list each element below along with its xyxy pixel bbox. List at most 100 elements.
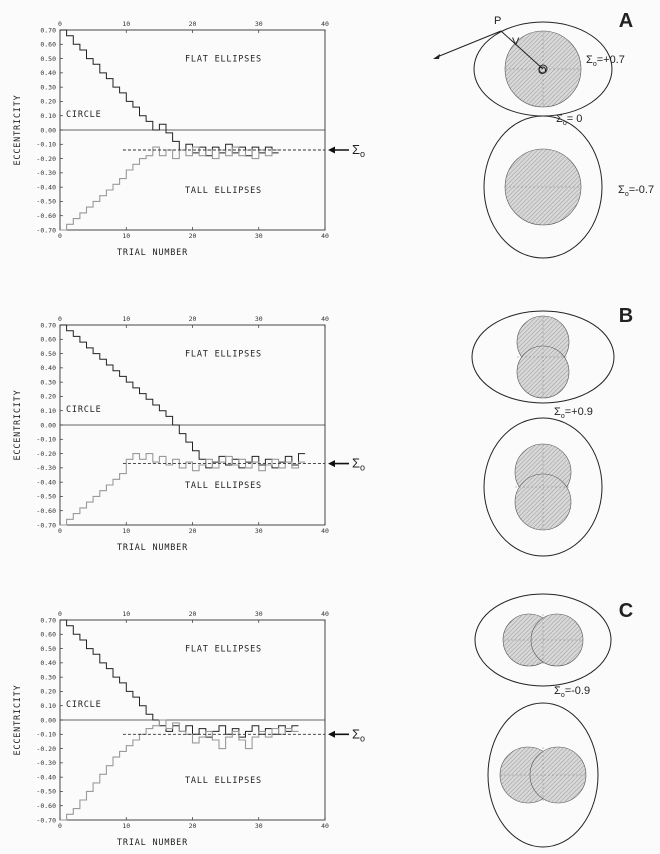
y-tick-label: 0.00 <box>40 421 56 429</box>
vector-po <box>500 30 544 70</box>
y-axis-label: ECCENTRICITY <box>13 94 23 165</box>
y-tick-label: -0.20 <box>36 155 56 163</box>
x-tick-label-bottom: 10 <box>122 822 130 830</box>
x-tick-label-top: 0 <box>58 315 62 323</box>
x-tick-label-top: 10 <box>122 315 130 323</box>
peanut-horizontal <box>499 746 587 804</box>
x-tick-label-bottom: 20 <box>189 822 197 830</box>
x-tick-label-bottom: 0 <box>58 822 62 830</box>
y-tick-label: -0.60 <box>36 507 56 515</box>
y-tick-label: 0.70 <box>40 321 56 329</box>
y-tick-label: 0.30 <box>40 673 56 681</box>
series-dark-staircase <box>60 324 306 469</box>
x-tick-label-top: 30 <box>255 315 263 323</box>
y-tick-label: -0.10 <box>36 731 56 739</box>
circle-label: CIRCLE <box>66 405 102 415</box>
y-tick-label: 0.40 <box>40 69 56 77</box>
point-o-marker <box>538 64 548 74</box>
x-tick-label-bottom: 20 <box>189 232 197 240</box>
sigma-mid-label: Σo=+0.9 <box>554 406 593 420</box>
x-tick-label-top: 10 <box>122 610 130 618</box>
panel-letter-a: A <box>619 10 633 32</box>
x-tick-label-top: 40 <box>321 315 329 323</box>
panel-letter-c: C <box>619 600 633 622</box>
flat-ellipses-label: FLAT ELLIPSES <box>185 349 262 359</box>
y-tick-label: 0.60 <box>40 631 56 639</box>
tall-ellipses-label: TALL ELLIPSES <box>185 776 262 786</box>
y-tick-label: 0.10 <box>40 407 56 415</box>
x-tick-label-top: 20 <box>189 20 197 28</box>
point-o-label: O <box>538 65 547 77</box>
y-tick-label: -0.10 <box>36 141 56 149</box>
x-tick-label-top: 30 <box>255 610 263 618</box>
x-tick-label-bottom: 20 <box>189 527 197 535</box>
y-tick-label: -0.60 <box>36 212 56 220</box>
x-tick-label-top: 20 <box>189 610 197 618</box>
y-tick-label: -0.40 <box>36 773 56 781</box>
y-tick-label: -0.30 <box>36 169 56 177</box>
y-tick-label: 0.00 <box>40 126 56 134</box>
x-tick-label-top: 30 <box>255 20 263 28</box>
peanut-vertical <box>514 443 572 531</box>
y-tick-label: 0.30 <box>40 83 56 91</box>
chart-panel-a: 0 0 10 10 20 20 30 30 40 40 0.70 0.60 0.50 0.40 0.30 0.… <box>13 20 365 258</box>
sigma-bottom-label: Σo=-0.7 <box>618 184 654 198</box>
y-tick-label: -0.70 <box>36 521 56 529</box>
tall-ellipses-label: TALL ELLIPSES <box>185 186 262 196</box>
charts-layer: 0 0 10 10 20 20 30 30 40 40 0.70 0.60 0.50 0.40 0.30 0.… <box>13 20 365 848</box>
sigma-arrow-head <box>328 460 335 468</box>
outer-flat-ellipse <box>471 310 615 404</box>
y-tick-label: 0.20 <box>40 393 56 401</box>
diagrams-layer: A PV O Σo=+0.7 Σo= 0 Σo=-0.7 B Σo=+0.9 C Σo=-0.9 <box>433 10 654 848</box>
vector-outward <box>436 30 502 58</box>
sigma-arrow-head <box>328 146 335 154</box>
x-tick-label-top: 20 <box>189 315 197 323</box>
y-tick-label: -0.30 <box>36 759 56 767</box>
sigma-label: Σo <box>352 142 365 159</box>
y-tick-label: 0.70 <box>40 26 56 34</box>
flat-ellipses-label: FLAT ELLIPSES <box>185 644 262 654</box>
diagram-panel-c: C Σo=-0.9 <box>474 593 633 848</box>
y-tick-label: -0.30 <box>36 464 56 472</box>
x-tick-label-top: 0 <box>58 20 62 28</box>
point-p-label: P <box>494 15 501 27</box>
x-tick-label-bottom: 30 <box>255 822 263 830</box>
y-tick-label: -0.70 <box>36 226 56 234</box>
diagram-panel-b: B Σo=+0.9 <box>471 305 633 557</box>
y-tick-label: -0.20 <box>36 450 56 458</box>
panel-letter-b: B <box>619 305 633 327</box>
sigma-label: Σo <box>352 456 365 473</box>
x-tick-label-bottom: 40 <box>321 232 329 240</box>
x-tick-label-bottom: 0 <box>58 527 62 535</box>
y-tick-label: 0.40 <box>40 659 56 667</box>
outer-tall-ellipse <box>483 417 603 557</box>
x-axis-label: TRIAL NUMBER <box>117 543 188 553</box>
y-tick-label: 0.70 <box>40 616 56 624</box>
sigma-label: Σo <box>352 726 365 743</box>
y-tick-label: -0.70 <box>36 816 56 824</box>
sigma-arrow-head <box>328 730 335 738</box>
y-tick-label: 0.20 <box>40 688 56 696</box>
y-tick-label: 0.10 <box>40 702 56 710</box>
y-tick-label: 0.50 <box>40 350 56 358</box>
y-tick-label: 0.30 <box>40 378 56 386</box>
circle-label: CIRCLE <box>66 110 102 120</box>
x-tick-label-bottom: 10 <box>122 527 130 535</box>
outer-tall-ellipse <box>487 702 599 848</box>
x-tick-label-bottom: 40 <box>321 527 329 535</box>
y-tick-label: 0.10 <box>40 112 56 120</box>
x-tick-label-top: 40 <box>321 20 329 28</box>
y-axis-label: ECCENTRICITY <box>13 389 23 460</box>
x-tick-label-top: 10 <box>122 20 130 28</box>
y-tick-label: -0.50 <box>36 788 56 796</box>
diagram-panel-a: A PV O Σo=+0.7 Σo= 0 Σo=-0.7 <box>433 10 654 259</box>
sigma-mid-label: Σo=-0.9 <box>554 685 590 699</box>
x-axis-label: TRIAL NUMBER <box>117 248 188 258</box>
outer-flat-ellipse <box>474 593 612 687</box>
y-tick-label: -0.20 <box>36 745 56 753</box>
y-axis-label: ECCENTRICITY <box>13 684 23 755</box>
circle-label: CIRCLE <box>66 700 102 710</box>
sigma-mid-label: Σo= 0 <box>556 113 582 127</box>
y-tick-label: 0.60 <box>40 41 56 49</box>
